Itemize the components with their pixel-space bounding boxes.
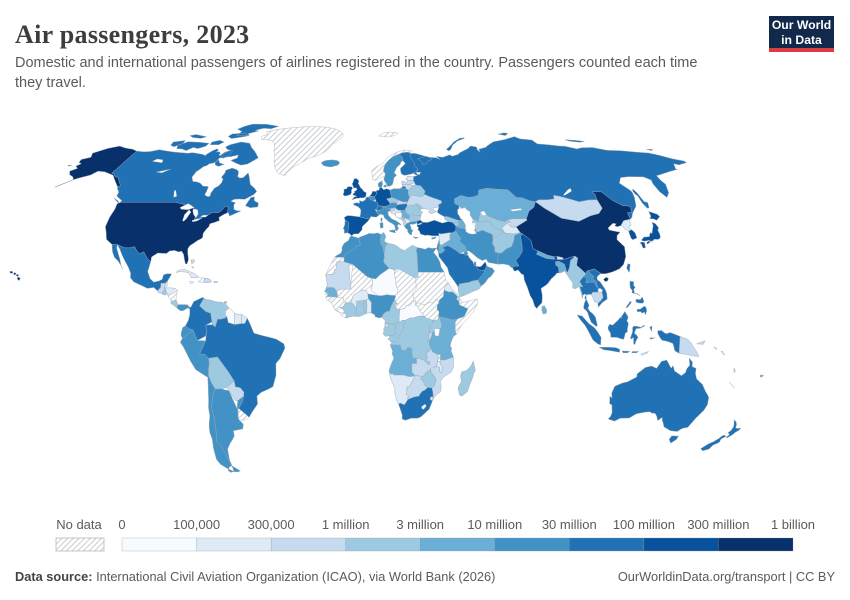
svg-text:100,000: 100,000 [173, 517, 220, 532]
svg-text:3 million: 3 million [396, 517, 444, 532]
svg-text:100 million: 100 million [613, 517, 675, 532]
svg-text:No data: No data [56, 517, 102, 532]
svg-text:30 million: 30 million [542, 517, 597, 532]
svg-text:300 million: 300 million [687, 517, 749, 532]
svg-text:1 billion: 1 billion [771, 517, 815, 532]
svg-text:300,000: 300,000 [248, 517, 295, 532]
svg-text:0: 0 [118, 517, 125, 532]
svg-text:1 million: 1 million [322, 517, 370, 532]
svg-text:10 million: 10 million [467, 517, 522, 532]
